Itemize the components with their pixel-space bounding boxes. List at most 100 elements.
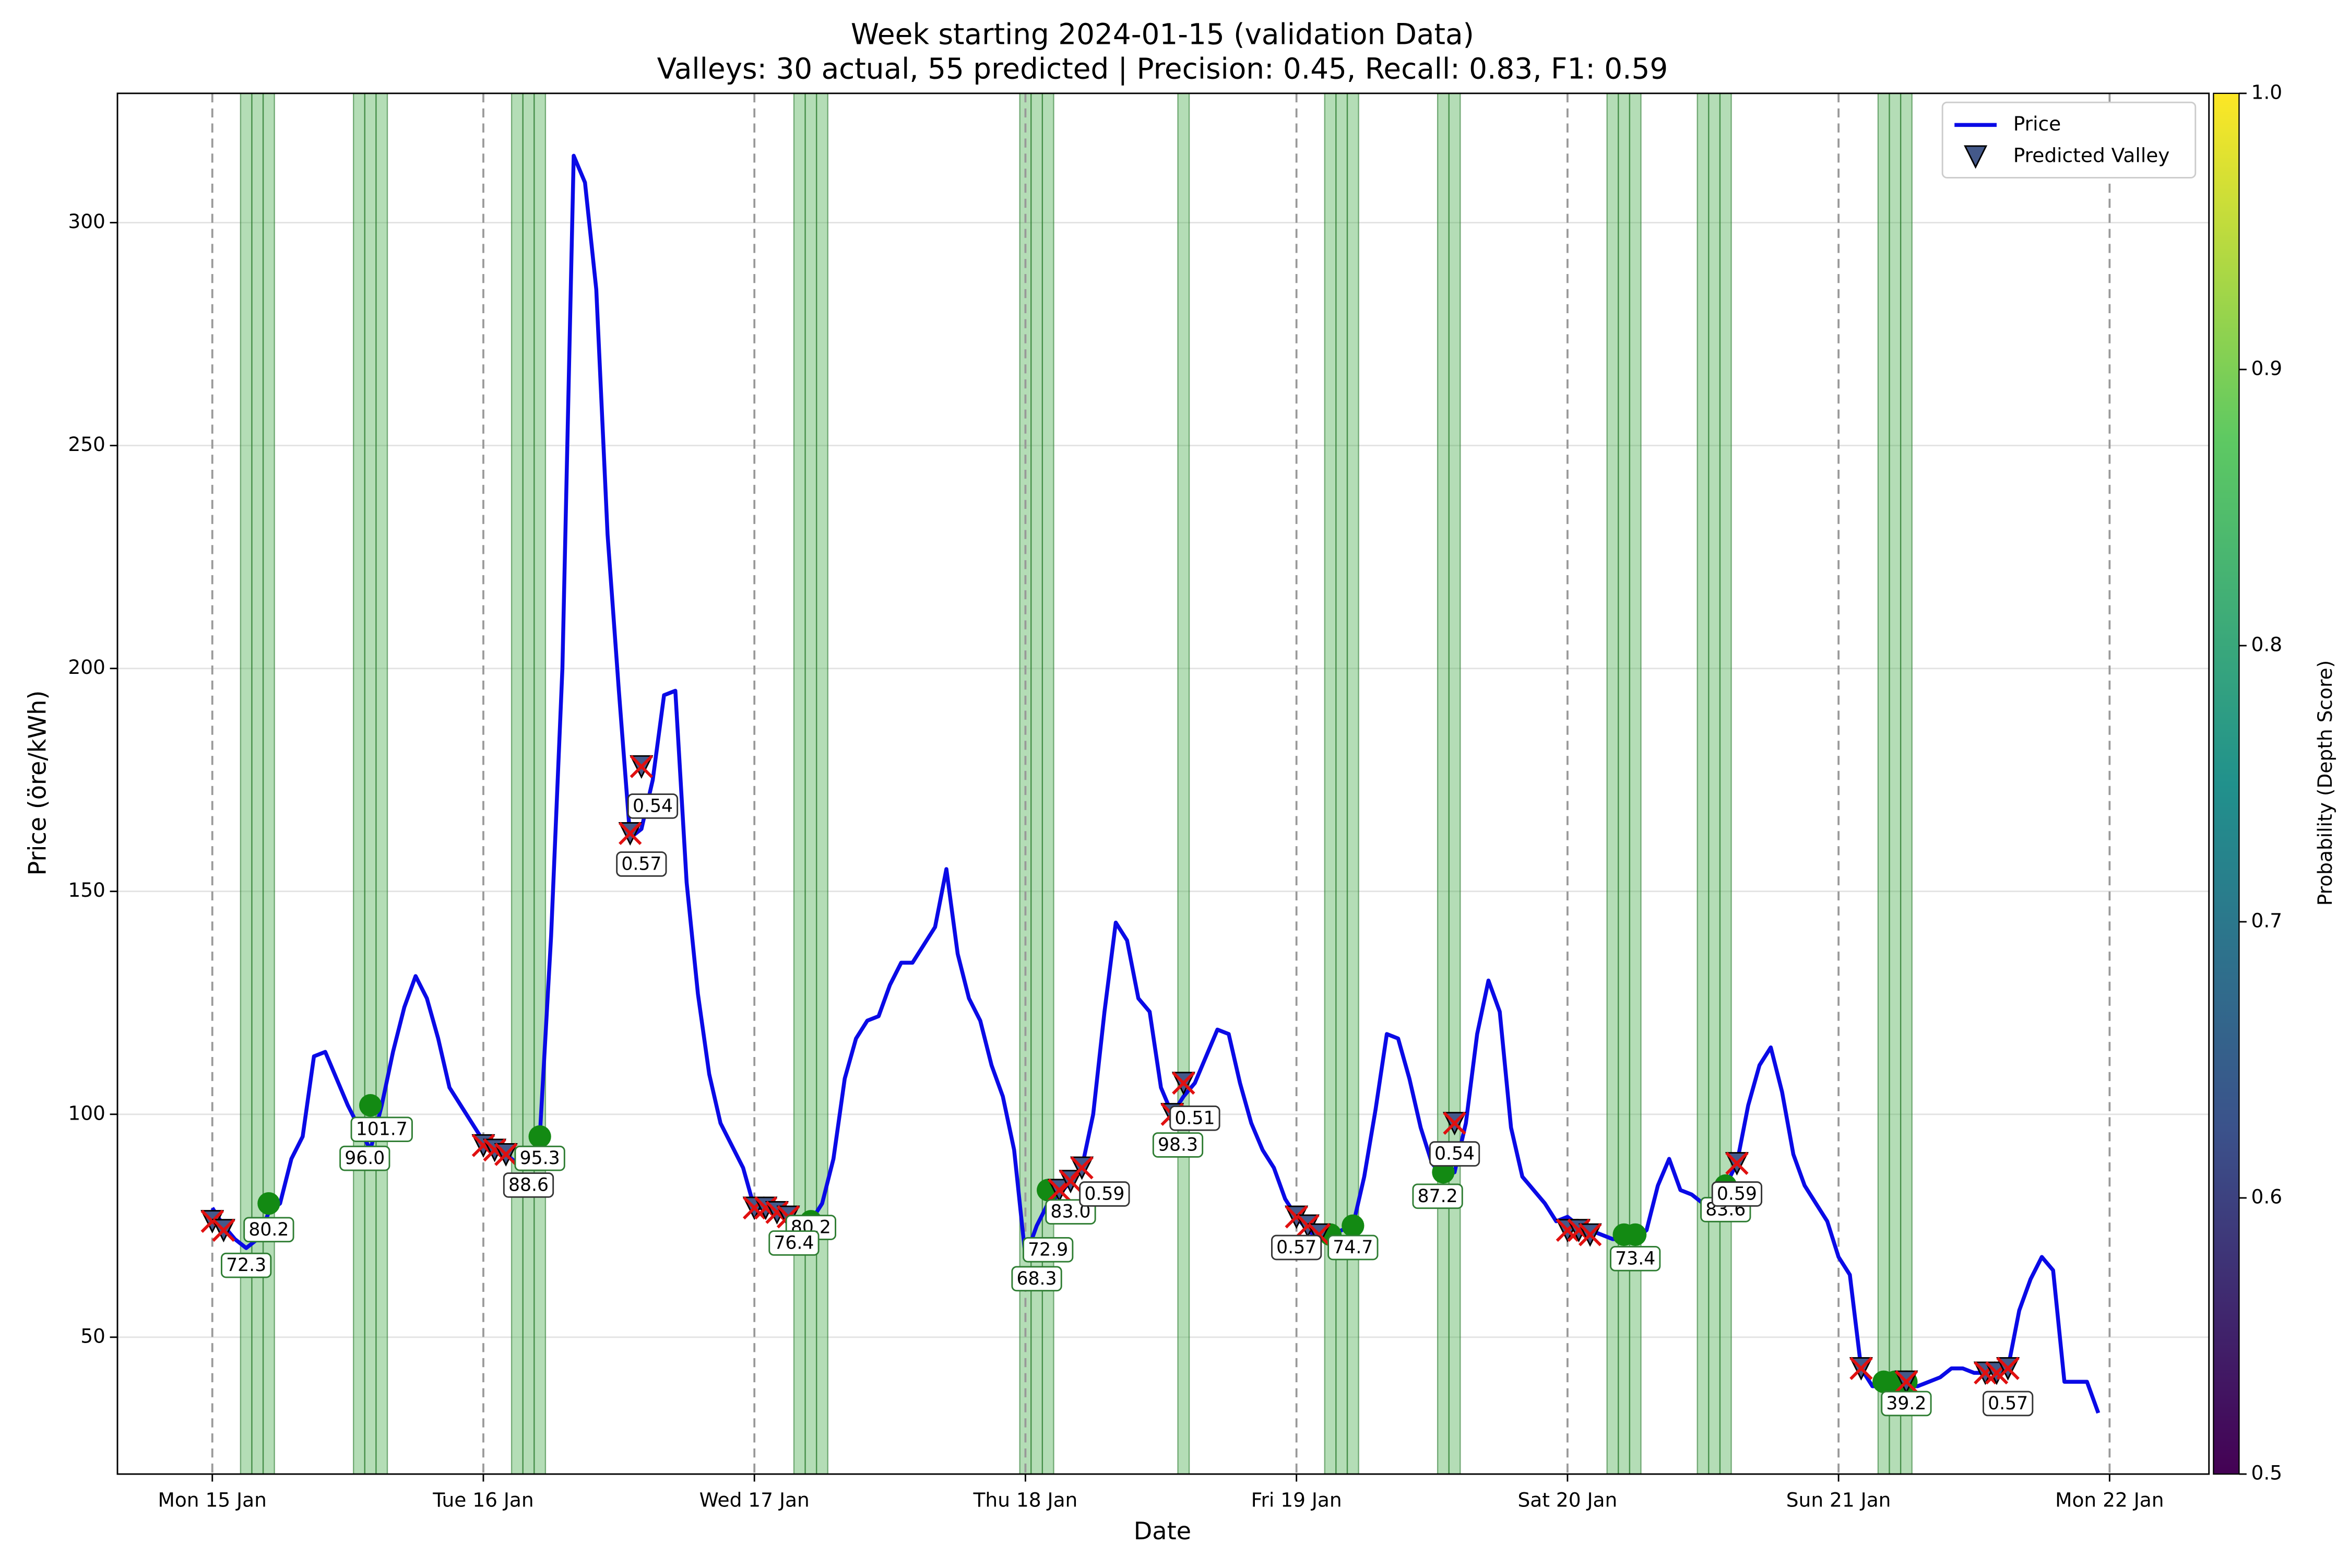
x-tick-label: Mon 15 Jan (158, 1488, 267, 1511)
annotation-box (1169, 1105, 1220, 1131)
annotation-box (627, 793, 679, 819)
annotation-box (1983, 1391, 2034, 1417)
annotation-text: 0.57 (1988, 1393, 2028, 1414)
y-axis-label: Price (öre/kWh) (23, 691, 52, 876)
legend-marker (1964, 145, 1988, 169)
actual-valley-band (1708, 92, 1721, 1475)
matched-valley (257, 1192, 280, 1215)
annotation: 87.2 (1412, 1183, 1463, 1209)
actual-valley-band (804, 92, 817, 1475)
matched-valley (1342, 1214, 1365, 1237)
false-positive-cross (618, 822, 642, 845)
annotation-text: 96.0 (345, 1148, 385, 1169)
annotation-text: 0.54 (633, 795, 673, 816)
actual-valley-band (353, 92, 365, 1475)
annotation-box (1429, 1141, 1480, 1167)
annotation: 101.7 (350, 1116, 413, 1142)
x-tick-label: Wed 17 Jan (699, 1488, 810, 1511)
annotation: 0.59 (1079, 1181, 1130, 1207)
annotation-text: 101.7 (356, 1119, 408, 1140)
annotation-box (1412, 1183, 1463, 1209)
predicted-valley (494, 1143, 518, 1167)
plot-frame (116, 92, 2210, 1475)
annotation-box (243, 1217, 294, 1243)
colorbar-label: Probability (Depth Score) (2314, 660, 2336, 906)
predicted-valley (1070, 1156, 1094, 1180)
legend-box (1941, 101, 2197, 179)
colorbar-tick-label: 1.0 (2251, 80, 2283, 103)
annotation-text: 0.57 (1276, 1237, 1316, 1258)
legend-label: Predicted Valley (2013, 144, 2170, 167)
false-positive-cross (1996, 1357, 2020, 1380)
x-tick-label: Tue 16 Jan (432, 1488, 533, 1511)
predicted-valley (1996, 1357, 2020, 1381)
actual-valley-band (816, 92, 828, 1475)
actual-valley-band (1177, 92, 1190, 1475)
annotation: 0.57 (1983, 1391, 2034, 1417)
false-positive-cross (1070, 1156, 1094, 1180)
false-positive-cross (1894, 1370, 1918, 1394)
annotation-text: 88.6 (508, 1174, 549, 1195)
annotation: 68.3 (1011, 1266, 1062, 1292)
annotation: 72.3 (221, 1252, 272, 1278)
annotation: 0.54 (627, 793, 679, 819)
false-positive-cross (1578, 1223, 1602, 1246)
colorbar-tick-label: 0.9 (2251, 357, 2283, 379)
price-line (210, 153, 2101, 1414)
annotation-box (1079, 1181, 1130, 1207)
x-tick-label: Sun 21 Jan (1786, 1488, 1891, 1511)
annotation: 95.3 (514, 1145, 565, 1171)
actual-valley-band (511, 92, 524, 1475)
annotation-box (339, 1145, 390, 1171)
y-tick-label: 250 (68, 433, 105, 456)
annotation-box (503, 1172, 554, 1198)
matched-valley (1432, 1161, 1455, 1184)
annotation: 39.2 (1881, 1391, 1932, 1417)
false-positive-cross (494, 1143, 518, 1166)
annotation-text: 73.4 (1615, 1248, 1655, 1269)
annotation-text: 80.2 (248, 1219, 289, 1240)
annotation-box (768, 1230, 820, 1256)
annotation-text: 0.51 (1174, 1108, 1215, 1129)
predicted-valley (1443, 1111, 1467, 1136)
y-tick-label: 300 (68, 210, 105, 233)
actual-valley-band (1335, 92, 1348, 1475)
annotation: 88.6 (503, 1172, 554, 1198)
predicted-valley (1894, 1370, 1918, 1394)
matched-valley (359, 1094, 382, 1117)
annotation-box (1011, 1266, 1062, 1292)
colorbar-tick-label: 0.7 (2251, 909, 2283, 932)
annotation-box (1152, 1132, 1204, 1158)
y-tick-label: 200 (68, 656, 105, 679)
predicted-valley (630, 755, 654, 779)
actual-valley-band (1900, 92, 1913, 1475)
chart-title: Week starting 2024-01-15 (validation Dat… (851, 17, 1474, 51)
y-tick-label: 50 (80, 1324, 105, 1347)
actual-valley-band (1889, 92, 1902, 1475)
annotation-box (616, 851, 667, 877)
annotation-box (1327, 1234, 1379, 1261)
annotation: 0.54 (1429, 1141, 1480, 1167)
x-tick-label: Mon 22 Jan (2055, 1488, 2164, 1511)
annotation: 74.7 (1327, 1234, 1379, 1261)
x-axis-label: Date (1134, 1517, 1191, 1545)
annotation-text: 87.2 (1418, 1186, 1458, 1207)
legend-label: Price (2013, 112, 2061, 135)
actual-valley-band (1448, 92, 1461, 1475)
annotation-text: 74.7 (1333, 1237, 1373, 1258)
x-tick-label: Thu 18 Jan (973, 1488, 1078, 1511)
annotation: 96.0 (339, 1145, 390, 1171)
actual-valley-band (522, 92, 535, 1475)
false-positive-cross (212, 1218, 235, 1242)
actual-valley-band (375, 92, 388, 1475)
annotation: 72.9 (1023, 1237, 1074, 1263)
actual-valley-band (793, 92, 806, 1475)
x-tick-label: Sat 20 Jan (1517, 1488, 1617, 1511)
y-tick-label: 100 (68, 1101, 105, 1124)
annotation-text: 72.3 (226, 1255, 266, 1276)
actual-valley-band (1719, 92, 1732, 1475)
actual-valley-band (533, 92, 547, 1475)
annotation: 80.2 (243, 1217, 294, 1243)
annotation-text: 76.4 (774, 1232, 814, 1253)
